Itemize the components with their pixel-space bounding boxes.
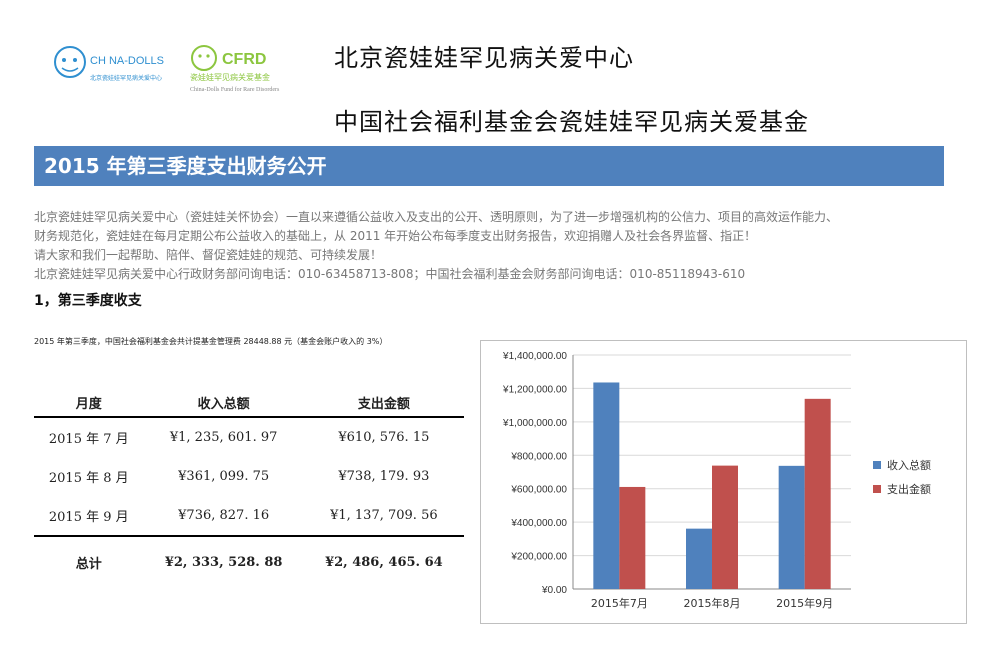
income-cell: ¥736, 827. 16 [143, 496, 304, 537]
table-row: 2015 年 9 月 ¥736, 827. 16 ¥1, 137, 709. 5… [34, 496, 464, 537]
legend-label: 支出金额 [887, 482, 931, 496]
month-cell: 2015 年 9 月 [34, 496, 144, 537]
intro-line: 北京瓷娃娃罕见病关爱中心（瓷娃娃关怀协会）一直以来遵循公益收入及支出的公开、透明… [34, 210, 839, 224]
x-tick-label: 2015年7月 [591, 596, 648, 610]
expense-cell: ¥738, 179. 93 [338, 469, 430, 484]
logo-right-text: CFRD [222, 51, 266, 68]
y-tick-label: ¥1,200,000.00 [502, 384, 567, 395]
logo-right-subtitle: 瓷娃娃罕见病关爱基金 [190, 72, 270, 82]
y-tick-label: ¥600,000.00 [510, 485, 567, 496]
y-tick-label: ¥1,400,000.00 [502, 351, 567, 362]
total-income: ¥2, 333, 528. 88 [164, 554, 283, 570]
header-income: 收入总额 [143, 388, 304, 418]
bar-expense [804, 398, 831, 589]
section-title: 1，第三季度收支 [34, 293, 142, 309]
management-fee-note: 2015 年第三季度，中国社会福利基金会共计提基金管理费 28448.88 元（… [34, 337, 388, 346]
y-tick-label: ¥200,000.00 [510, 552, 567, 563]
header-month: 月度 [34, 388, 144, 418]
legend-label: 收入总额 [887, 458, 931, 472]
expense-cell: ¥610, 576. 15 [338, 430, 430, 445]
total-expense: ¥2, 486, 465. 64 [325, 554, 443, 570]
month-cell: 2015 年 8 月 [48, 471, 129, 486]
total-row: 总计 ¥2, 333, 528. 88 ¥2, 486, 465. 64 [34, 536, 464, 587]
month-cell: 2015 年 7 月 [48, 432, 129, 447]
report-title-banner: 2015 年第三季度支出财务公开 [34, 146, 944, 186]
org-name-center: 北京瓷娃娃罕见病关爱中心 [334, 44, 634, 72]
logo-right-english: China-Dolls Fund for Rare Disorders [190, 86, 280, 93]
income-expense-chart: ¥0.00 ¥200,000.00 ¥400,000.00 ¥600,000.00 ¥8… [480, 340, 967, 624]
header-expense: 支出金额 [303, 388, 464, 418]
intro-line: 财务规范化，瓷娃娃在每月定期公布公益收入的基础上，从 2011 年开始公布每季度… [34, 229, 757, 243]
x-tick-label: 2015年9月 [776, 596, 833, 610]
china-dolls-logo: CH NA-DOLLS 北京瓷娃娃罕见病关爱中心 [54, 46, 164, 82]
contact-line: 北京瓷娃娃罕见病关爱中心行政财务部问询电话：010-63458713-808；中… [34, 267, 746, 281]
y-tick-label: ¥1,000,000.00 [502, 418, 567, 429]
legend-swatch [873, 461, 881, 469]
y-tick-label: ¥400,000.00 [510, 518, 567, 529]
intro-text: 北京瓷娃娃罕见病关爱中心（瓷娃娃关怀协会）一直以来遵循公益收入及支出的公开、透明… [34, 208, 974, 284]
y-tick-label: ¥800,000.00 [510, 451, 567, 462]
x-tick-label: 2015年8月 [684, 596, 741, 610]
logo-left-text: CH NA-DOLLS [90, 55, 164, 67]
chart-svg: ¥0.00 ¥200,000.00 ¥400,000.00 ¥600,000.00 ¥8… [502, 351, 931, 610]
y-tick-label: ¥0.00 [541, 585, 567, 596]
bar-income [686, 528, 712, 589]
logo-left-subtitle: 北京瓷娃娃罕见病关爱中心 [90, 74, 162, 82]
total-label: 总计 [75, 556, 102, 572]
intro-line: 请大家和我们一起帮助、陪伴、督促瓷娃娃的规范、可持续发展！ [34, 248, 383, 262]
table-row: 2015 年 7 月 ¥1, 235, 601. 97 ¥610, 576. 1… [34, 417, 464, 457]
cfrd-logo: CFRD 瓷娃娃罕见病关爱基金 China-Dolls Fund for Rar… [190, 45, 280, 93]
table-row: 2015 年 8 月 ¥361, 099. 75 ¥738, 179. 93 [34, 457, 464, 496]
finance-table: 月度 收入总额 支出金额 2015 年 7 月 ¥1, 235, 601. 97… [34, 388, 464, 587]
org-name-fund: 中国社会福利基金会瓷娃娃罕见病关爱基金 [334, 108, 809, 136]
income-cell: ¥1, 235, 601. 97 [169, 430, 278, 445]
bar-income [593, 382, 620, 589]
expense-cell: ¥1, 137, 709. 56 [303, 496, 464, 537]
legend-swatch [873, 485, 881, 493]
bar-expense [712, 465, 738, 589]
bar-income [778, 465, 805, 589]
bar-expense [619, 486, 646, 589]
income-cell: ¥361, 099. 75 [178, 469, 270, 484]
